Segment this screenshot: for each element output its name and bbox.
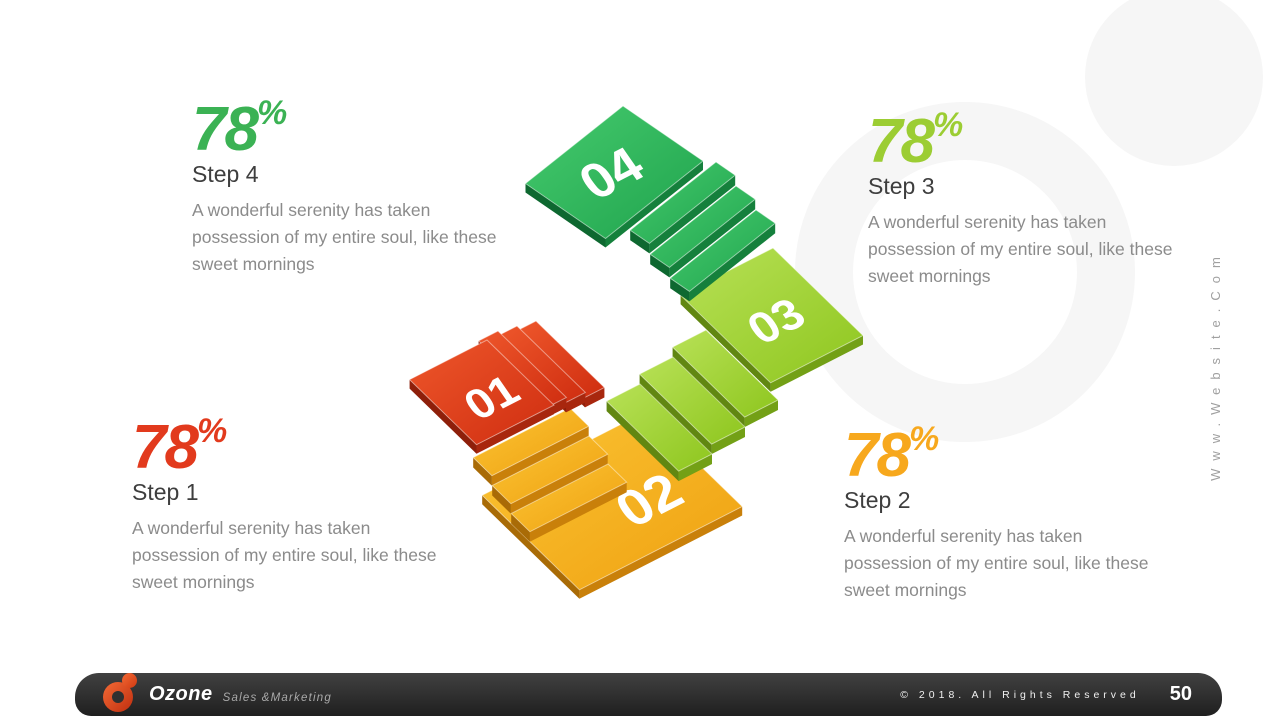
step-yellow-3 xyxy=(510,463,628,542)
brand-name: Ozone xyxy=(149,683,213,705)
copyright-text: © 2018. All Rights Reserved xyxy=(900,688,1140,701)
step-green-3 xyxy=(629,161,737,254)
step-green-2 xyxy=(649,185,757,278)
page-number: 50 xyxy=(1169,683,1192,705)
percent-sign: % xyxy=(908,420,940,458)
step-description: A wonderful serenity has taken possessio… xyxy=(192,200,497,275)
percent-sign: % xyxy=(256,94,288,132)
percent-value: 78% xyxy=(132,412,228,482)
step-lime-3 xyxy=(671,329,779,428)
stat-block-step-4: 78% Step 4 A wonderful serenity has take… xyxy=(192,96,532,278)
percent-value: 78% xyxy=(192,94,288,164)
plank-03: 03 xyxy=(679,247,864,392)
percent-value: 78% xyxy=(868,106,964,176)
step-lime-1 xyxy=(605,383,713,482)
website-watermark: Www.Website.Com xyxy=(1208,249,1223,481)
plank-04: 04 xyxy=(524,105,704,248)
plank-01: 01 xyxy=(408,339,555,454)
step-title: Step 3 xyxy=(868,173,935,200)
brand-tagline: Sales &Marketing xyxy=(222,691,332,704)
step-lime-2 xyxy=(638,356,746,455)
step-description: A wonderful serenity has taken possessio… xyxy=(844,526,1149,601)
step-yellow-1 xyxy=(472,407,590,486)
background-circle-decoration xyxy=(1085,0,1263,166)
footer-bar: Ozone Sales &Marketing © 2018. All Right… xyxy=(75,672,1222,716)
logo-dot-icon xyxy=(122,672,137,688)
stat-block-step-1: 78% Step 1 A wonderful serenity has take… xyxy=(132,414,472,596)
step-yellow-2 xyxy=(491,435,609,514)
brand-logo-icon xyxy=(103,672,137,712)
step-title: Step 2 xyxy=(844,487,911,514)
step-title: Step 1 xyxy=(132,479,199,506)
stat-block-step-2: 78% Step 2 A wonderful serenity has take… xyxy=(844,422,1184,604)
percent-sign: % xyxy=(196,412,228,450)
step-green-1 xyxy=(669,209,777,302)
step-title: Step 4 xyxy=(192,161,259,188)
percent-sign: % xyxy=(932,106,964,144)
step-description: A wonderful serenity has taken possessio… xyxy=(868,212,1173,287)
stat-block-step-3: 78% Step 3 A wonderful serenity has take… xyxy=(868,108,1208,290)
percent-value: 78% xyxy=(844,420,940,490)
step-description: A wonderful serenity has taken possessio… xyxy=(132,518,437,593)
